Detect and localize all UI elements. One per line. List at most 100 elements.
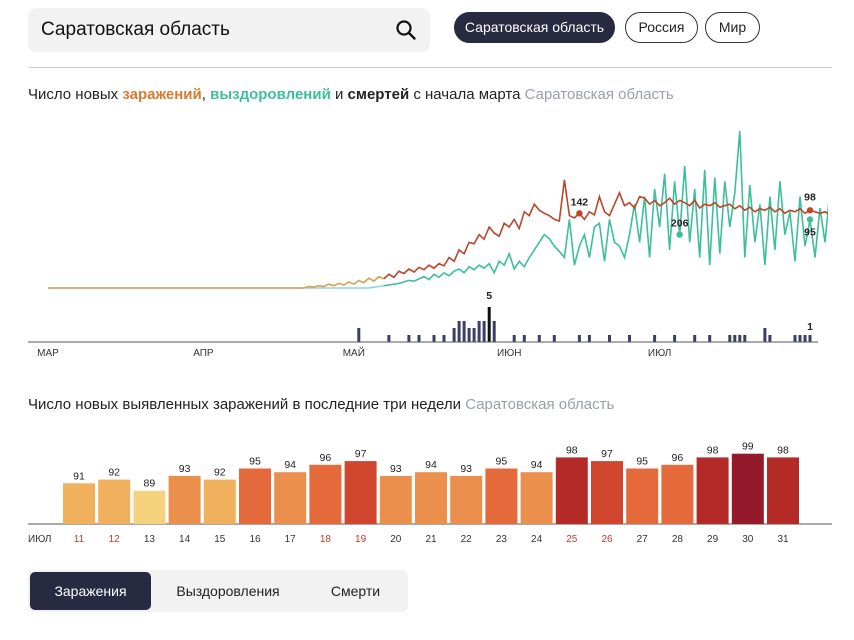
death-bar <box>763 328 767 342</box>
death-bar <box>477 321 481 342</box>
bar-value-label: 92 <box>214 467 226 479</box>
death-bar <box>537 335 541 342</box>
death-bar <box>417 335 421 342</box>
bar-value-label: 96 <box>320 452 332 464</box>
x-tick-label: АПР <box>193 348 214 359</box>
bar-category-label: 27 <box>637 534 649 545</box>
bar <box>555 457 588 524</box>
bar <box>731 453 764 524</box>
bar-value-label: 95 <box>496 456 508 468</box>
death-bar <box>387 335 391 342</box>
title-deaths: смертей <box>347 86 410 103</box>
bar-value-label: 93 <box>179 463 191 475</box>
death-bar <box>768 335 772 342</box>
bar <box>239 468 271 524</box>
death-bar <box>407 335 411 342</box>
bar-category-label: 22 <box>461 534 473 545</box>
region-button-world[interactable]: Мир <box>705 12 760 43</box>
infections-early-line <box>48 275 385 289</box>
death-bar <box>728 335 732 342</box>
death-bar <box>803 335 807 342</box>
death-bar <box>798 335 802 342</box>
bar-category-label: 23 <box>496 534 508 545</box>
search-icon[interactable] <box>394 18 418 42</box>
tab-infections[interactable]: Заражения <box>30 572 151 610</box>
bar <box>98 479 131 524</box>
bar-category-label: 17 <box>285 534 297 545</box>
x-tick-label: МАР <box>37 348 59 359</box>
death-bar <box>492 321 496 342</box>
death-bar <box>357 328 361 342</box>
bar-value-label: 94 <box>425 459 437 471</box>
bar <box>274 472 307 524</box>
infections-line <box>383 179 828 280</box>
bar-value-label: 97 <box>355 448 367 460</box>
bar <box>696 457 729 524</box>
death-bar <box>608 335 611 342</box>
bar-value-label: 94 <box>531 459 543 471</box>
death-bar <box>653 335 657 342</box>
bar <box>344 461 377 524</box>
annotation-label: 5 <box>486 290 492 302</box>
bar-category-label: 14 <box>179 534 191 545</box>
search-input[interactable]: Саратовская область <box>41 19 230 40</box>
death-bar <box>482 321 486 342</box>
x-tick-label: ИЮЛ <box>648 348 671 359</box>
bar-category-label: 19 <box>355 534 367 545</box>
region-button-russia[interactable]: Россия <box>625 12 698 43</box>
death-bar <box>738 335 742 342</box>
bar <box>379 475 412 524</box>
bar-category-label: 29 <box>707 534 719 545</box>
annotation-dot <box>806 216 814 223</box>
bar-category-label: 15 <box>214 534 226 545</box>
death-bar <box>452 328 456 342</box>
death-bar <box>472 328 476 342</box>
bar-value-label: 99 <box>742 441 754 453</box>
bar <box>415 472 447 524</box>
tab-deaths[interactable]: Смерти <box>330 583 381 599</box>
death-bar <box>552 335 556 342</box>
bar-value-label: 94 <box>284 459 296 471</box>
bar-category-label: 25 <box>566 534 578 545</box>
death-bar <box>808 335 812 342</box>
death-bar <box>693 335 697 342</box>
title-prefix: Число новых <box>28 86 123 103</box>
region-button-saratov[interactable]: Саратовская область <box>454 12 615 43</box>
annotation-dot <box>676 231 683 238</box>
title-recoveries: выздоровлений <box>210 86 331 103</box>
death-bar <box>743 335 747 342</box>
search-box[interactable]: Саратовская область <box>28 8 430 52</box>
three-weeks-bar-chart[interactable]: ИЮЛ 91 11 92 12 89 13 93 14 92 15 95 16 94 17 96 18 97 19 9… <box>28 420 834 545</box>
bar-value-label: 95 <box>636 456 648 468</box>
death-bar <box>793 335 797 342</box>
death-bar <box>457 321 461 342</box>
death-bar <box>733 335 737 342</box>
line-chart-title: Число новых заражений, выздоровлений и с… <box>28 86 674 103</box>
bar-value-label: 92 <box>108 467 120 479</box>
death-bar <box>432 335 436 342</box>
title-infections: заражений <box>122 86 202 103</box>
bar <box>520 472 553 524</box>
bar-value-label: 98 <box>777 444 789 456</box>
death-bar <box>467 328 471 342</box>
death-bar <box>673 335 677 342</box>
bar-category-label: 12 <box>109 534 121 545</box>
bar <box>591 461 623 524</box>
daily-cases-line-chart[interactable]: МАР АПР МАЙ ИЮН ИЮЛ 142 206 5 98 95 1 <box>28 110 828 365</box>
bar <box>133 490 166 524</box>
annotation-dot <box>806 207 814 214</box>
metric-tabs: Заражения Выздоровления Смерти <box>28 570 408 612</box>
title-and: и <box>330 86 348 103</box>
bar-value-label: 98 <box>707 444 719 456</box>
bar-title-region: Саратовская область <box>465 396 615 413</box>
death-bar <box>442 335 446 342</box>
bar-category-label: 21 <box>425 534 437 545</box>
bar-category-label: 11 <box>74 534 85 545</box>
death-bar <box>708 335 712 342</box>
death-bar <box>462 321 466 342</box>
tab-recoveries[interactable]: Выздоровления <box>176 583 280 599</box>
bar-value-label: 89 <box>144 478 156 490</box>
title-comma: , <box>201 86 211 103</box>
bar-value-label: 93 <box>390 463 402 475</box>
bar-value-label: 97 <box>601 448 613 460</box>
